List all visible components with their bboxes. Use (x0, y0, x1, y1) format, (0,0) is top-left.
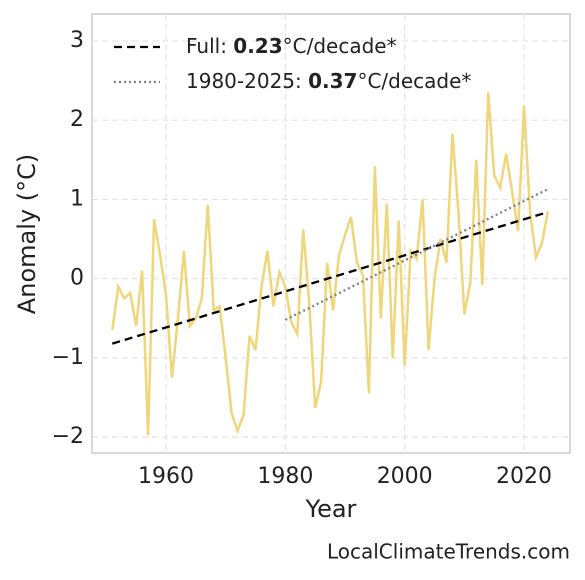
x-tick-label: 1980 (257, 464, 313, 489)
source: LocalClimateTrends.com (327, 540, 570, 564)
legend-label: 1980-2025: 0.37°C/decade* (186, 69, 471, 93)
y-tick-label: −1 (52, 345, 84, 370)
legend-label: Full: 0.23°C/decade* (186, 34, 397, 58)
y-tick-label: −2 (52, 424, 84, 449)
y-tick-label: 1 (70, 186, 84, 211)
x-tick-label: 1960 (138, 464, 194, 489)
x-tick-label: 2020 (496, 464, 552, 489)
plot-frame (91, 13, 571, 454)
y-tick-label: 2 (70, 107, 84, 132)
anomaly-line (111, 92, 550, 436)
trend-line (111, 211, 549, 345)
y-tick-label: 3 (70, 28, 84, 53)
trend-line (284, 188, 549, 321)
x-tick-label: 2000 (377, 464, 433, 489)
x-axis-label: Year (305, 495, 357, 523)
y-tick-label: 0 (70, 266, 84, 291)
y-axis-label: Anomaly (°C) (13, 154, 41, 314)
